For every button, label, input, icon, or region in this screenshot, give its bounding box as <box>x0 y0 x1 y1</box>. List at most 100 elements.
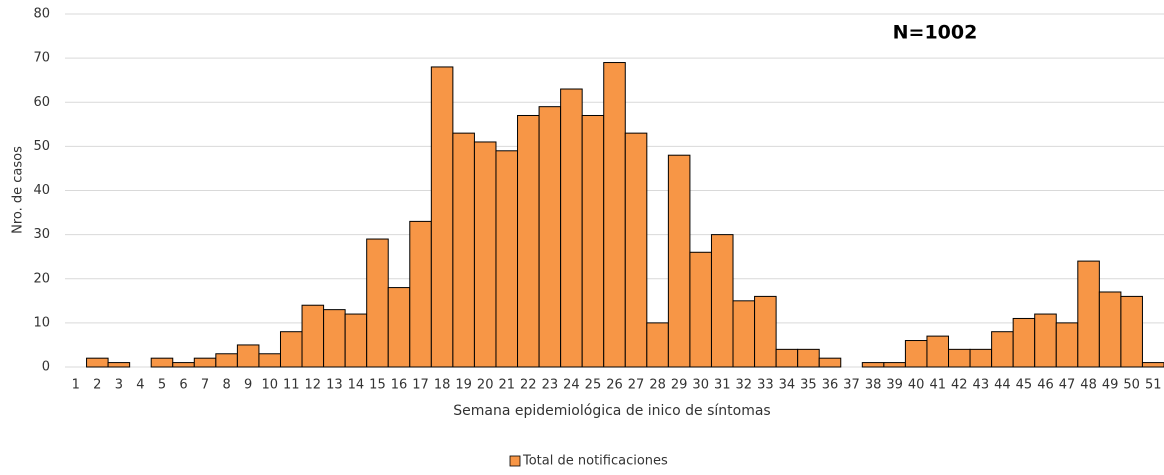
x-tick-label: 19 <box>455 378 472 393</box>
x-tick-label: 20 <box>477 378 494 393</box>
x-tick-label: 48 <box>1080 378 1097 393</box>
x-tick-label: 44 <box>994 378 1011 393</box>
bar <box>323 309 346 368</box>
x-tick-label: 8 <box>222 378 230 393</box>
x-tick-label: 17 <box>412 378 429 393</box>
x-tick-label: 15 <box>369 378 386 393</box>
bar <box>344 313 368 368</box>
x-tick-label: 5 <box>158 378 166 393</box>
bar <box>732 300 756 368</box>
x-tick-label: 49 <box>1102 378 1119 393</box>
x-tick-label: 26 <box>606 378 623 393</box>
bar <box>1055 322 1079 368</box>
x-tick-label: 24 <box>563 378 580 393</box>
x-tick-label: 18 <box>434 378 451 393</box>
x-tick-label: 33 <box>757 378 774 393</box>
x-tick-label: 31 <box>714 378 731 393</box>
y-tick-label: 30 <box>33 227 50 242</box>
bar <box>861 362 885 368</box>
y-tick-label: 20 <box>33 271 50 286</box>
bar <box>883 362 906 368</box>
bar <box>904 340 928 368</box>
bar <box>193 357 217 368</box>
x-tick-label: 13 <box>326 378 343 393</box>
y-axis-label: Nro. de casos <box>11 146 26 234</box>
x-tick-label: 47 <box>1059 378 1076 393</box>
bar <box>754 295 777 368</box>
bar <box>279 331 303 368</box>
x-tick-label: 30 <box>692 378 709 393</box>
x-tick-label: 35 <box>800 378 817 393</box>
x-tick-label: 38 <box>865 378 882 393</box>
annotation: N=1002 <box>893 22 978 44</box>
x-tick-label: 40 <box>908 378 925 393</box>
bar <box>107 362 131 368</box>
legend-label: Total de notificaciones <box>522 454 668 469</box>
x-tick-label: 14 <box>348 378 365 393</box>
x-tick-label: 42 <box>951 378 968 393</box>
bar <box>969 348 993 368</box>
x-tick-label: 16 <box>391 378 408 393</box>
x-tick-label: 12 <box>305 378 322 393</box>
bar <box>150 357 174 368</box>
bar <box>452 132 475 368</box>
bar <box>495 150 519 368</box>
x-tick-label: 28 <box>649 378 666 393</box>
x-tick-label: 39 <box>886 378 903 393</box>
y-tick-label: 40 <box>33 183 50 198</box>
x-tick-label: 50 <box>1123 378 1140 393</box>
bar <box>581 114 605 368</box>
x-tick-label: 32 <box>736 378 753 393</box>
bar <box>1098 291 1122 368</box>
y-tick-label: 80 <box>33 7 50 22</box>
bar <box>926 335 950 368</box>
bar <box>409 220 432 368</box>
bar <box>948 348 971 368</box>
x-tick-label: 21 <box>498 378 515 393</box>
x-tick-label: 3 <box>115 378 123 393</box>
bar <box>538 106 562 368</box>
y-tick-label: 50 <box>33 139 50 154</box>
x-tick-label: 4 <box>136 378 144 393</box>
x-axis-label: Semana epidemiológica de inico de síntom… <box>453 403 770 419</box>
bar <box>775 348 799 368</box>
x-tick-label: 7 <box>201 378 209 393</box>
bar <box>517 114 540 368</box>
bar <box>1077 260 1100 368</box>
y-tick-label: 10 <box>33 315 50 330</box>
y-tick-label: 0 <box>42 360 50 375</box>
x-tick-label: 43 <box>973 378 990 393</box>
x-tick-label: 25 <box>585 378 602 393</box>
bar <box>797 348 820 368</box>
bar <box>430 66 454 368</box>
bar <box>991 331 1014 368</box>
bar <box>603 62 626 368</box>
legend-swatch <box>509 455 521 467</box>
bar <box>560 88 583 368</box>
bar <box>473 141 497 368</box>
x-tick-label: 29 <box>671 378 688 393</box>
bar <box>236 344 260 368</box>
bar <box>1034 313 1057 368</box>
bar <box>1141 362 1164 368</box>
x-tick-label: 11 <box>283 378 300 393</box>
y-tick-label: 60 <box>33 95 50 110</box>
bar <box>818 357 842 368</box>
x-tick-label: 23 <box>542 378 559 393</box>
x-tick-label: 2 <box>93 378 101 393</box>
bar <box>301 304 325 368</box>
x-tick-label: 51 <box>1145 378 1162 393</box>
x-tick-label: 45 <box>1016 378 1033 393</box>
x-tick-label: 1 <box>72 378 80 393</box>
x-tick-label: 9 <box>244 378 252 393</box>
bar <box>366 238 389 368</box>
bar <box>689 251 712 368</box>
bar <box>258 353 281 368</box>
bar <box>667 154 691 368</box>
x-tick-label: 6 <box>179 378 187 393</box>
y-tick-label: 70 <box>33 51 50 66</box>
x-tick-label: 22 <box>520 378 537 393</box>
bar <box>1012 317 1036 368</box>
x-tick-label: 37 <box>843 378 860 393</box>
